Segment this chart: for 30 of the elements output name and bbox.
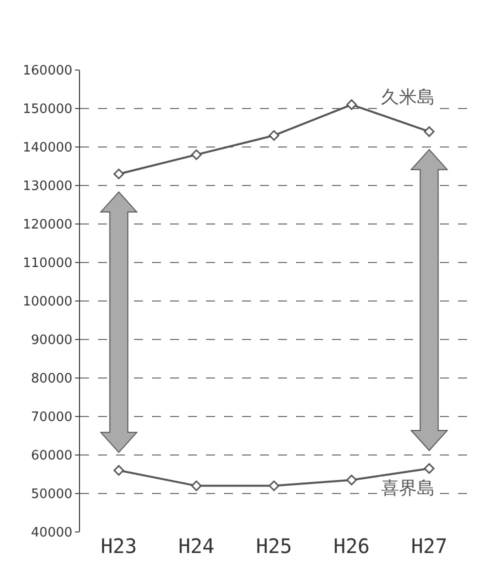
point <box>268 130 280 141</box>
series-label: 久米島 <box>381 87 435 108</box>
y-tick-label: 100000 <box>22 294 72 310</box>
x-tick-label: H27 <box>411 534 448 558</box>
point <box>268 480 280 492</box>
series-label: 喜界島 <box>381 478 435 499</box>
point <box>346 474 357 486</box>
y-tick-label: 110000 <box>22 256 72 272</box>
point <box>114 168 124 180</box>
y-tick-label: 150000 <box>22 102 72 118</box>
x-tick-label: H26 <box>334 534 370 558</box>
point <box>346 99 357 110</box>
y-tick-label: 70000 <box>31 410 72 426</box>
y-tick-label: 50000 <box>31 487 72 502</box>
point <box>191 480 202 492</box>
point <box>424 463 434 474</box>
y-tick-label: 60000 <box>31 448 72 464</box>
y-tick-label: 140000 <box>22 140 72 156</box>
point <box>191 149 202 160</box>
x-tick-label: H24 <box>178 534 214 558</box>
y-tick-label: 130000 <box>22 179 72 194</box>
y-tick-label: 120000 <box>22 218 72 233</box>
point <box>114 465 124 476</box>
point <box>424 126 434 137</box>
y-tick-label: 80000 <box>31 372 72 387</box>
y-tick-label: 40000 <box>31 526 72 541</box>
x-tick-label: H25 <box>256 534 292 558</box>
y-tick-label: 160000 <box>22 64 72 79</box>
y-tick-label: 90000 <box>31 333 72 348</box>
x-tick-label: H23 <box>100 534 137 558</box>
